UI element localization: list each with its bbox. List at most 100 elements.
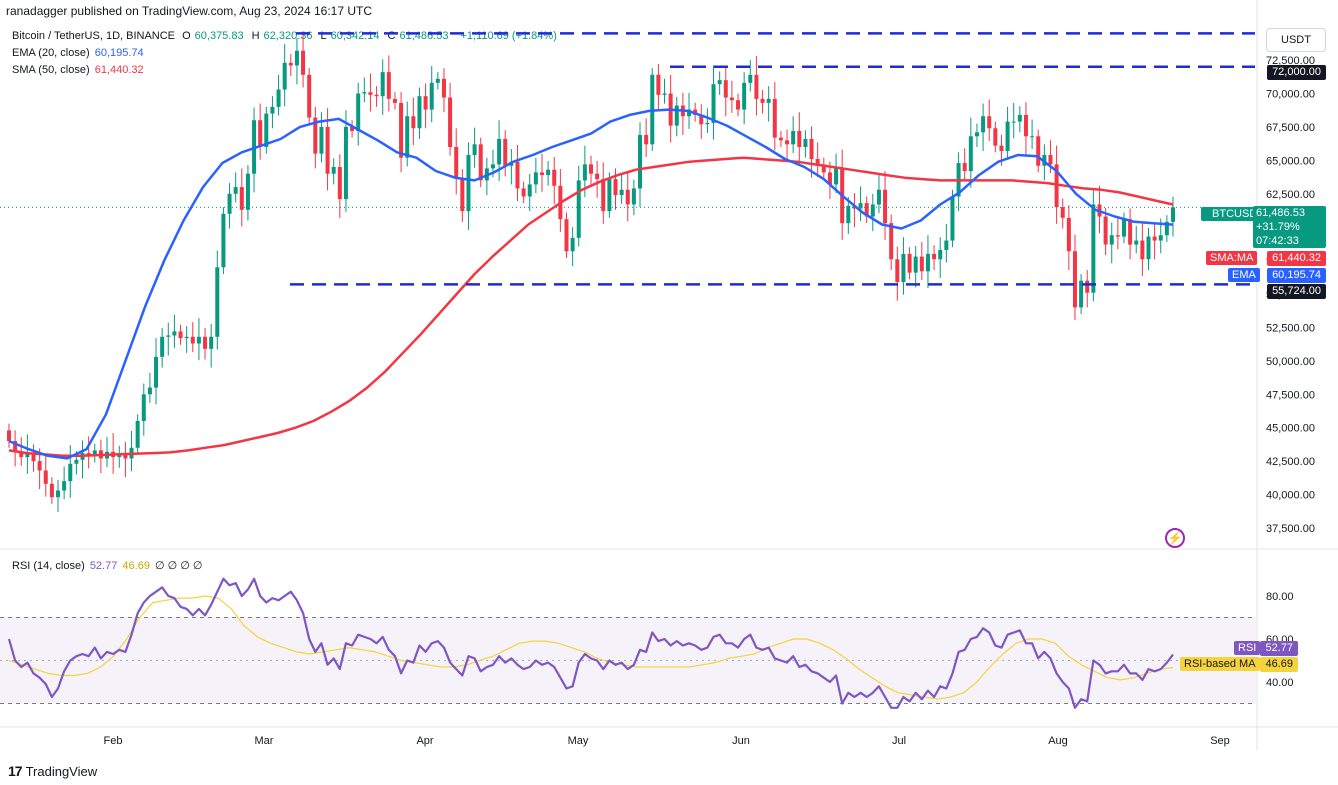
- candle-body: [1054, 164, 1059, 208]
- candle-body: [858, 203, 863, 209]
- candle-body: [448, 97, 453, 147]
- candle-body: [288, 62, 293, 66]
- candle-body: [876, 189, 881, 205]
- candle-body: [1085, 280, 1090, 293]
- candle-body: [25, 453, 30, 458]
- candle-body: [435, 78, 440, 83]
- candle-body: [962, 163, 967, 172]
- candle-body: [699, 114, 704, 125]
- sma-legend-value: 61,440.32: [94, 64, 144, 76]
- candle-body: [503, 138, 508, 166]
- price-tick-label: 37,500.00: [1266, 523, 1315, 535]
- candle-body: [742, 82, 747, 110]
- candle-body: [919, 256, 924, 272]
- symbol-title[interactable]: Bitcoin / TetherUS, 1D, BINANCE: [12, 30, 176, 42]
- level-low-tag: 55,724.00: [1267, 284, 1326, 299]
- candle-body: [589, 164, 593, 174]
- candle-body: [760, 98, 765, 103]
- candle-body: [258, 120, 263, 147]
- candle-body: [846, 205, 851, 224]
- rsi-tag-value: 52.77: [1260, 641, 1298, 656]
- candle-body: [337, 167, 342, 200]
- candle-body: [827, 172, 832, 185]
- candle-body: [68, 463, 73, 482]
- candle-body: [294, 50, 299, 66]
- candle-body: [190, 336, 195, 344]
- candle-body: [19, 451, 24, 458]
- rsi-tick-label: 80.00: [1266, 591, 1294, 603]
- candle-body: [154, 356, 159, 388]
- candle-body: [166, 335, 171, 337]
- tradingview-logo-icon: 17: [8, 763, 23, 779]
- time-tick-label: Aug: [1048, 735, 1068, 747]
- footer-brand[interactable]: 17 TradingView: [8, 763, 97, 779]
- currency-button[interactable]: USDT: [1266, 28, 1326, 52]
- price-tick-label: 45,000.00: [1266, 423, 1315, 435]
- candle-body: [987, 116, 992, 129]
- ohlc-key: L: [320, 30, 327, 42]
- price-tick-label: 62,500.00: [1266, 189, 1315, 201]
- sma50-line: [8, 156, 1174, 458]
- ema20-line: [8, 108, 1174, 460]
- candle-body: [907, 253, 912, 273]
- candle-body: [1060, 207, 1065, 218]
- candle-body: [981, 116, 986, 133]
- ema-legend-label: EMA (20, close): [12, 47, 90, 59]
- candle-body: [74, 459, 79, 464]
- candle-body: [13, 441, 18, 452]
- candle-body: [674, 105, 679, 126]
- candle-body: [1091, 204, 1096, 293]
- price-tick-label: 70,000.00: [1266, 89, 1315, 101]
- lightning-icon[interactable]: ⚡: [1165, 528, 1185, 548]
- ema-legend[interactable]: EMA (20, close) 60,195.74: [12, 47, 144, 59]
- rsi-legend-label: RSI (14, close): [12, 560, 85, 572]
- candle-body: [613, 179, 618, 196]
- candle-body: [301, 50, 306, 75]
- rsi-tag-name: RSI: [1234, 641, 1261, 655]
- candle-body: [478, 144, 483, 181]
- candle-body: [883, 189, 888, 224]
- candle-body: [276, 89, 281, 107]
- candle-body: [1048, 155, 1053, 165]
- price-tick-label: 52,500.00: [1266, 322, 1315, 334]
- candle-body: [625, 189, 630, 205]
- candle-body: [870, 204, 875, 217]
- candles-layer: [7, 34, 1175, 512]
- time-tick-label: Feb: [104, 735, 123, 747]
- rsi-band-fill: [0, 617, 1256, 704]
- candle-body: [1011, 121, 1016, 123]
- candle-body: [172, 331, 177, 336]
- candle-body: [729, 97, 734, 101]
- candle-body: [368, 92, 373, 95]
- candle-body: [772, 98, 777, 138]
- candle-body: [564, 219, 569, 252]
- rsi-legend-value: 52.77: [89, 560, 118, 572]
- candle-body: [1017, 114, 1022, 122]
- candle-body: [932, 253, 937, 260]
- ohlc-key: O: [182, 30, 191, 42]
- candle-body: [1158, 235, 1163, 241]
- candle-body: [178, 331, 183, 339]
- grid-layer: [0, 0, 1338, 750]
- candle-body: [656, 74, 661, 95]
- last-price: 61,486.53: [1256, 207, 1305, 219]
- rsi-legend[interactable]: RSI (14, close) 52.77 46.69 ∅ ∅ ∅ ∅: [12, 559, 203, 572]
- candle-body: [913, 256, 918, 273]
- candle-body: [209, 336, 214, 349]
- candle-body: [319, 126, 324, 154]
- candle-body: [576, 180, 581, 238]
- ohlc-value: 60,375.83: [194, 30, 244, 42]
- time-tick-label: Jul: [892, 735, 906, 747]
- candle-body: [62, 481, 67, 491]
- candle-body: [1146, 236, 1151, 260]
- candle-body: [570, 237, 575, 252]
- candle-body: [687, 109, 692, 117]
- candle-body: [1036, 136, 1041, 166]
- candle-body: [815, 159, 820, 165]
- candle-body: [141, 394, 146, 422]
- candle-body: [423, 96, 428, 110]
- candle-body: [362, 92, 367, 94]
- sma-legend[interactable]: SMA (50, close) 61,440.32: [12, 64, 144, 76]
- candle-body: [705, 122, 710, 125]
